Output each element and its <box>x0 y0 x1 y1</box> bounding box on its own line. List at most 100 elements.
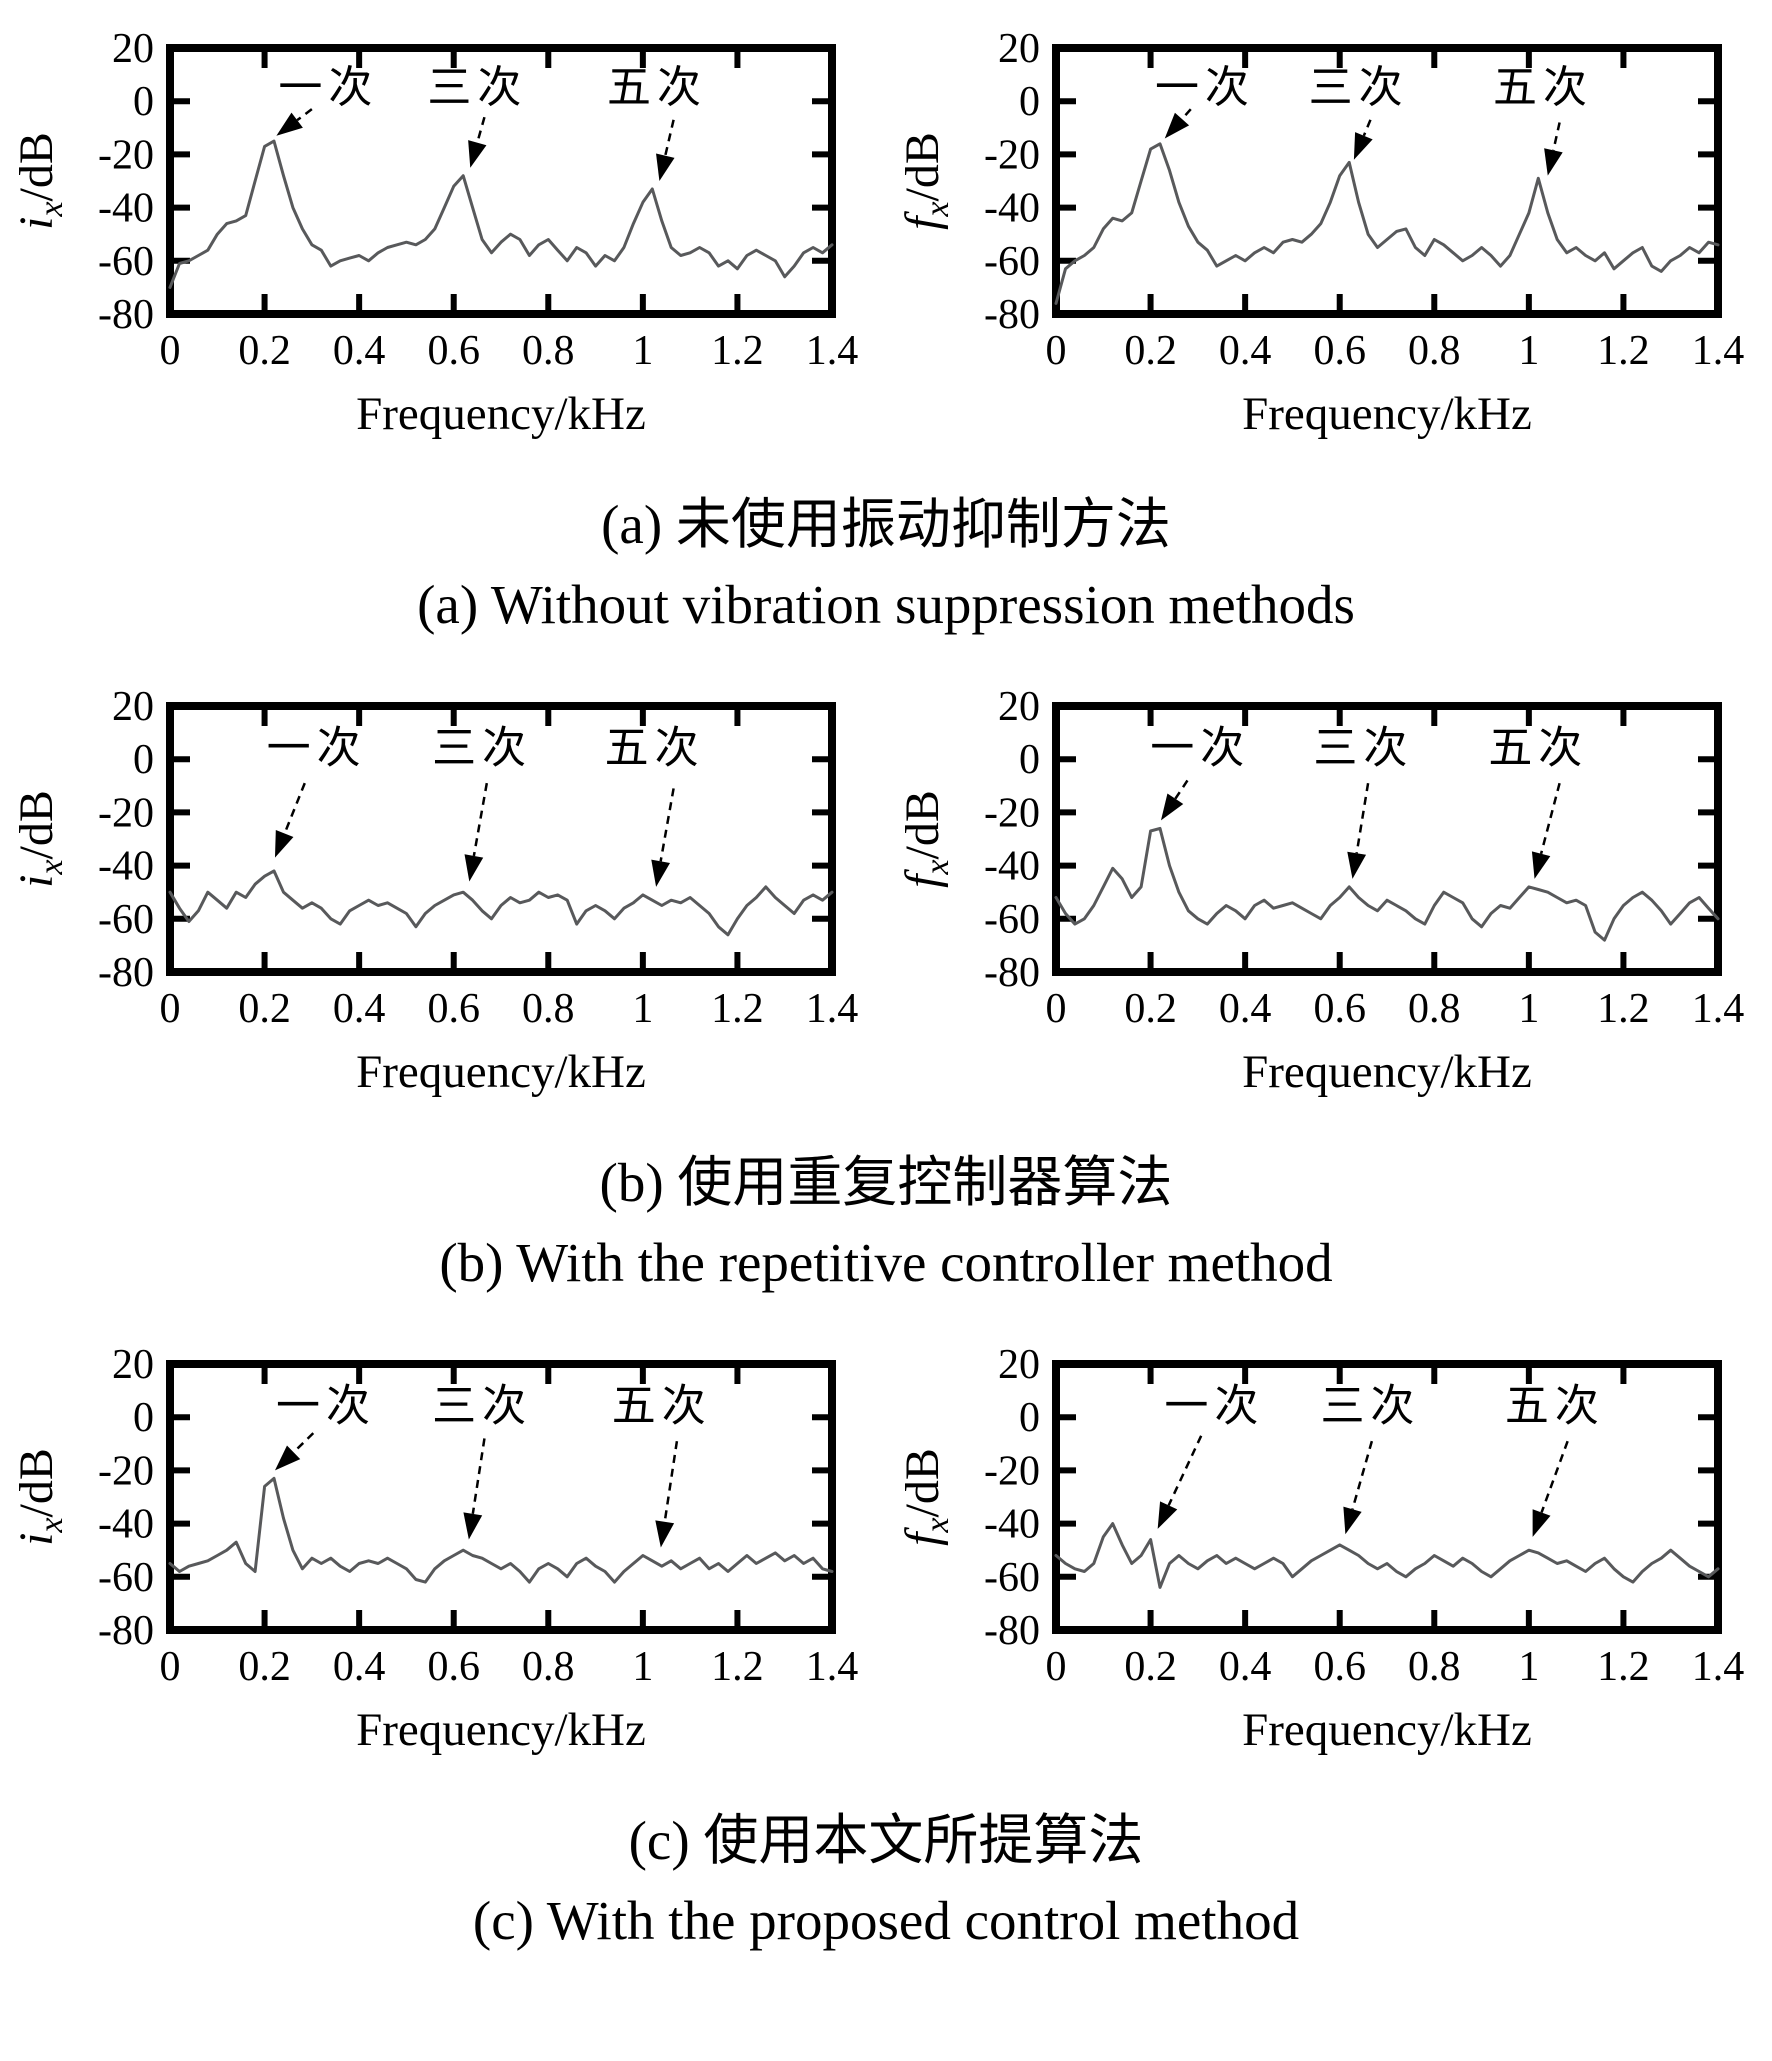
spectrum-chart-a-right-fx: 0 0.2 0.4 0.6 0.8 1 1.2 1.4 20 0 -20 -40 -60 -80 一次 三次 五… <box>896 26 1744 440</box>
svg-text:三次: 三次 <box>1320 1382 1420 1431</box>
svg-text:三次: 三次 <box>1309 63 1409 112</box>
caption-a-zh: (a) 未使用振动抑制方法 <box>601 494 1171 555</box>
svg-text:1: 1 <box>632 1644 653 1690</box>
svg-text:-20: -20 <box>984 1448 1040 1494</box>
svg-text:0: 0 <box>160 1644 181 1690</box>
svg-text:ix/dB: ix/dB <box>10 132 70 230</box>
svg-text:0.8: 0.8 <box>1408 986 1461 1032</box>
spectrum-chart-c-left-ix: 0 0.2 0.4 0.6 0.8 1 1.2 1.4 20 0 -20 -40 -60 -80 一次 三次 五… <box>10 1342 859 1756</box>
svg-text:0.2: 0.2 <box>1124 986 1177 1032</box>
caption-b: (b) 使用重复控制器算法 (b) With the repetitive co… <box>0 1150 1772 1296</box>
svg-text:Frequency/kHz: Frequency/kHz <box>1242 1704 1532 1756</box>
svg-text:三次: 三次 <box>1313 724 1413 773</box>
spectrum-chart-b-left-ix: 0 0.2 0.4 0.6 0.8 1 1.2 1.4 20 0 -20 -40 -60 -80 一次 三次 五… <box>10 684 858 1098</box>
svg-text:五次: 五次 <box>605 724 705 773</box>
svg-text:1: 1 <box>1518 1644 1539 1690</box>
svg-text:0.4: 0.4 <box>1219 1644 1272 1690</box>
svg-text:1: 1 <box>1518 986 1539 1032</box>
caption-a: (a) 未使用振动抑制方法 (a) Without vibration supp… <box>0 492 1772 638</box>
svg-text:-20: -20 <box>984 790 1040 836</box>
chart-cell-a-right: 0 0.2 0.4 0.6 0.8 1 1.2 1.4 20 0 -20 -40 -60 -80 一次 三次 五… <box>886 6 1772 466</box>
svg-text:三次: 三次 <box>427 63 527 112</box>
svg-text:20: 20 <box>998 684 1040 730</box>
svg-text:-60: -60 <box>98 239 154 285</box>
svg-text:0.6: 0.6 <box>427 1644 480 1690</box>
svg-text:-60: -60 <box>98 1555 154 1601</box>
svg-text:-80: -80 <box>984 1608 1040 1654</box>
svg-text:Frequency/kHz: Frequency/kHz <box>356 1046 646 1098</box>
svg-text:五次: 五次 <box>1505 1382 1605 1431</box>
svg-text:-20: -20 <box>98 1448 154 1494</box>
svg-text:1.2: 1.2 <box>1597 1644 1650 1690</box>
svg-text:五次: 五次 <box>1493 63 1593 112</box>
chart-row-b: 0 0.2 0.4 0.6 0.8 1 1.2 1.4 20 0 -20 -40 -60 -80 一次 三次 五… <box>0 664 1772 1124</box>
svg-text:三次: 三次 <box>432 724 532 773</box>
svg-text:-60: -60 <box>98 897 154 943</box>
svg-text:一次: 一次 <box>267 724 367 773</box>
svg-text:1: 1 <box>1518 328 1539 374</box>
svg-text:三次: 三次 <box>432 1382 532 1431</box>
svg-text:-80: -80 <box>98 292 154 338</box>
svg-text:0.4: 0.4 <box>333 986 386 1032</box>
svg-text:20: 20 <box>112 684 154 730</box>
svg-text:fx/dB: fx/dB <box>896 132 956 230</box>
svg-text:0.4: 0.4 <box>1219 986 1272 1032</box>
svg-text:20: 20 <box>998 26 1040 72</box>
svg-text:-60: -60 <box>984 897 1040 943</box>
svg-text:1.4: 1.4 <box>1692 986 1745 1032</box>
svg-text:一次: 一次 <box>278 63 378 112</box>
svg-text:-20: -20 <box>984 132 1040 178</box>
chart-cell-c-left: 0 0.2 0.4 0.6 0.8 1 1.2 1.4 20 0 -20 -40 -60 -80 一次 三次 五… <box>0 1322 886 1782</box>
svg-text:Frequency/kHz: Frequency/kHz <box>356 1704 646 1756</box>
svg-text:ix/dB: ix/dB <box>10 1448 70 1546</box>
svg-text:五次: 五次 <box>1488 724 1588 773</box>
chart-row-a: 0 0.2 0.4 0.6 0.8 1 1.2 1.4 20 0 -20 -40 -60 -80 一次 三次五… <box>0 6 1772 466</box>
caption-c: (c) 使用本文所提算法 (c) With the proposed contr… <box>0 1808 1772 1954</box>
svg-text:20: 20 <box>112 1342 154 1388</box>
svg-text:一次: 一次 <box>1155 63 1255 112</box>
svg-text:0.2: 0.2 <box>1124 1644 1177 1690</box>
chart-cell-c-right: 0 0.2 0.4 0.6 0.8 1 1.2 1.4 20 0 -20 -40 -60 -80 一次 三次 五… <box>886 1322 1772 1782</box>
svg-text:五次: 五次 <box>612 1382 712 1431</box>
svg-text:-80: -80 <box>98 950 154 996</box>
svg-text:-20: -20 <box>98 132 154 178</box>
svg-text:1.2: 1.2 <box>1597 986 1650 1032</box>
svg-text:1.2: 1.2 <box>711 328 764 374</box>
svg-text:-80: -80 <box>98 1608 154 1654</box>
svg-text:-60: -60 <box>984 1555 1040 1601</box>
svg-text:0: 0 <box>1046 1644 1067 1690</box>
svg-text:0.8: 0.8 <box>522 986 575 1032</box>
spectrum-chart-a-left-ix: 0 0.2 0.4 0.6 0.8 1 1.2 1.4 20 0 -20 -40 -60 -80 一次 三次 五… <box>10 26 859 440</box>
svg-text:fx/dB: fx/dB <box>896 790 956 888</box>
spectrum-chart-b-right-fx: 0 0.2 0.4 0.6 0.8 1 1.2 1.4 20 0 -20 -40 -60 -80 一次 三次 五… <box>896 684 1745 1098</box>
svg-text:一次: 一次 <box>276 1382 376 1431</box>
caption-b-en: (b) With the repetitive controller metho… <box>439 1232 1333 1293</box>
svg-text:1.2: 1.2 <box>711 986 764 1032</box>
svg-text:0.6: 0.6 <box>1313 986 1366 1032</box>
svg-text:0: 0 <box>1046 986 1067 1032</box>
svg-text:-20: -20 <box>98 790 154 836</box>
svg-text:0.4: 0.4 <box>1219 328 1272 374</box>
svg-text:0.2: 0.2 <box>238 328 291 374</box>
svg-text:一次: 一次 <box>1164 1382 1264 1431</box>
svg-text:0.8: 0.8 <box>522 1644 575 1690</box>
svg-text:0.8: 0.8 <box>522 328 575 374</box>
svg-text:-40: -40 <box>98 1502 154 1548</box>
svg-text:20: 20 <box>112 26 154 72</box>
svg-text:ix/dB: ix/dB <box>10 790 70 888</box>
svg-text:0: 0 <box>133 1395 154 1441</box>
svg-text:0.2: 0.2 <box>1124 328 1177 374</box>
svg-text:0.6: 0.6 <box>427 986 480 1032</box>
svg-text:Frequency/kHz: Frequency/kHz <box>356 388 646 440</box>
svg-text:-40: -40 <box>984 186 1040 232</box>
svg-text:0.6: 0.6 <box>1313 1644 1366 1690</box>
svg-text:-80: -80 <box>984 292 1040 338</box>
svg-text:-40: -40 <box>98 844 154 890</box>
svg-text:-80: -80 <box>984 950 1040 996</box>
figure: 0 0.2 0.4 0.6 0.8 1 1.2 1.4 20 0 -20 -40 -60 -80 一次 三次五… <box>0 6 1772 1954</box>
chart-row-c: 0 0.2 0.4 0.6 0.8 1 1.2 1.4 20 0 -20 -40 -60 -80 一次 三次 五… <box>0 1322 1772 1782</box>
svg-text:1.4: 1.4 <box>806 1644 859 1690</box>
svg-text:-40: -40 <box>984 1502 1040 1548</box>
svg-text:1.4: 1.4 <box>806 328 859 374</box>
svg-text:1: 1 <box>632 986 653 1032</box>
